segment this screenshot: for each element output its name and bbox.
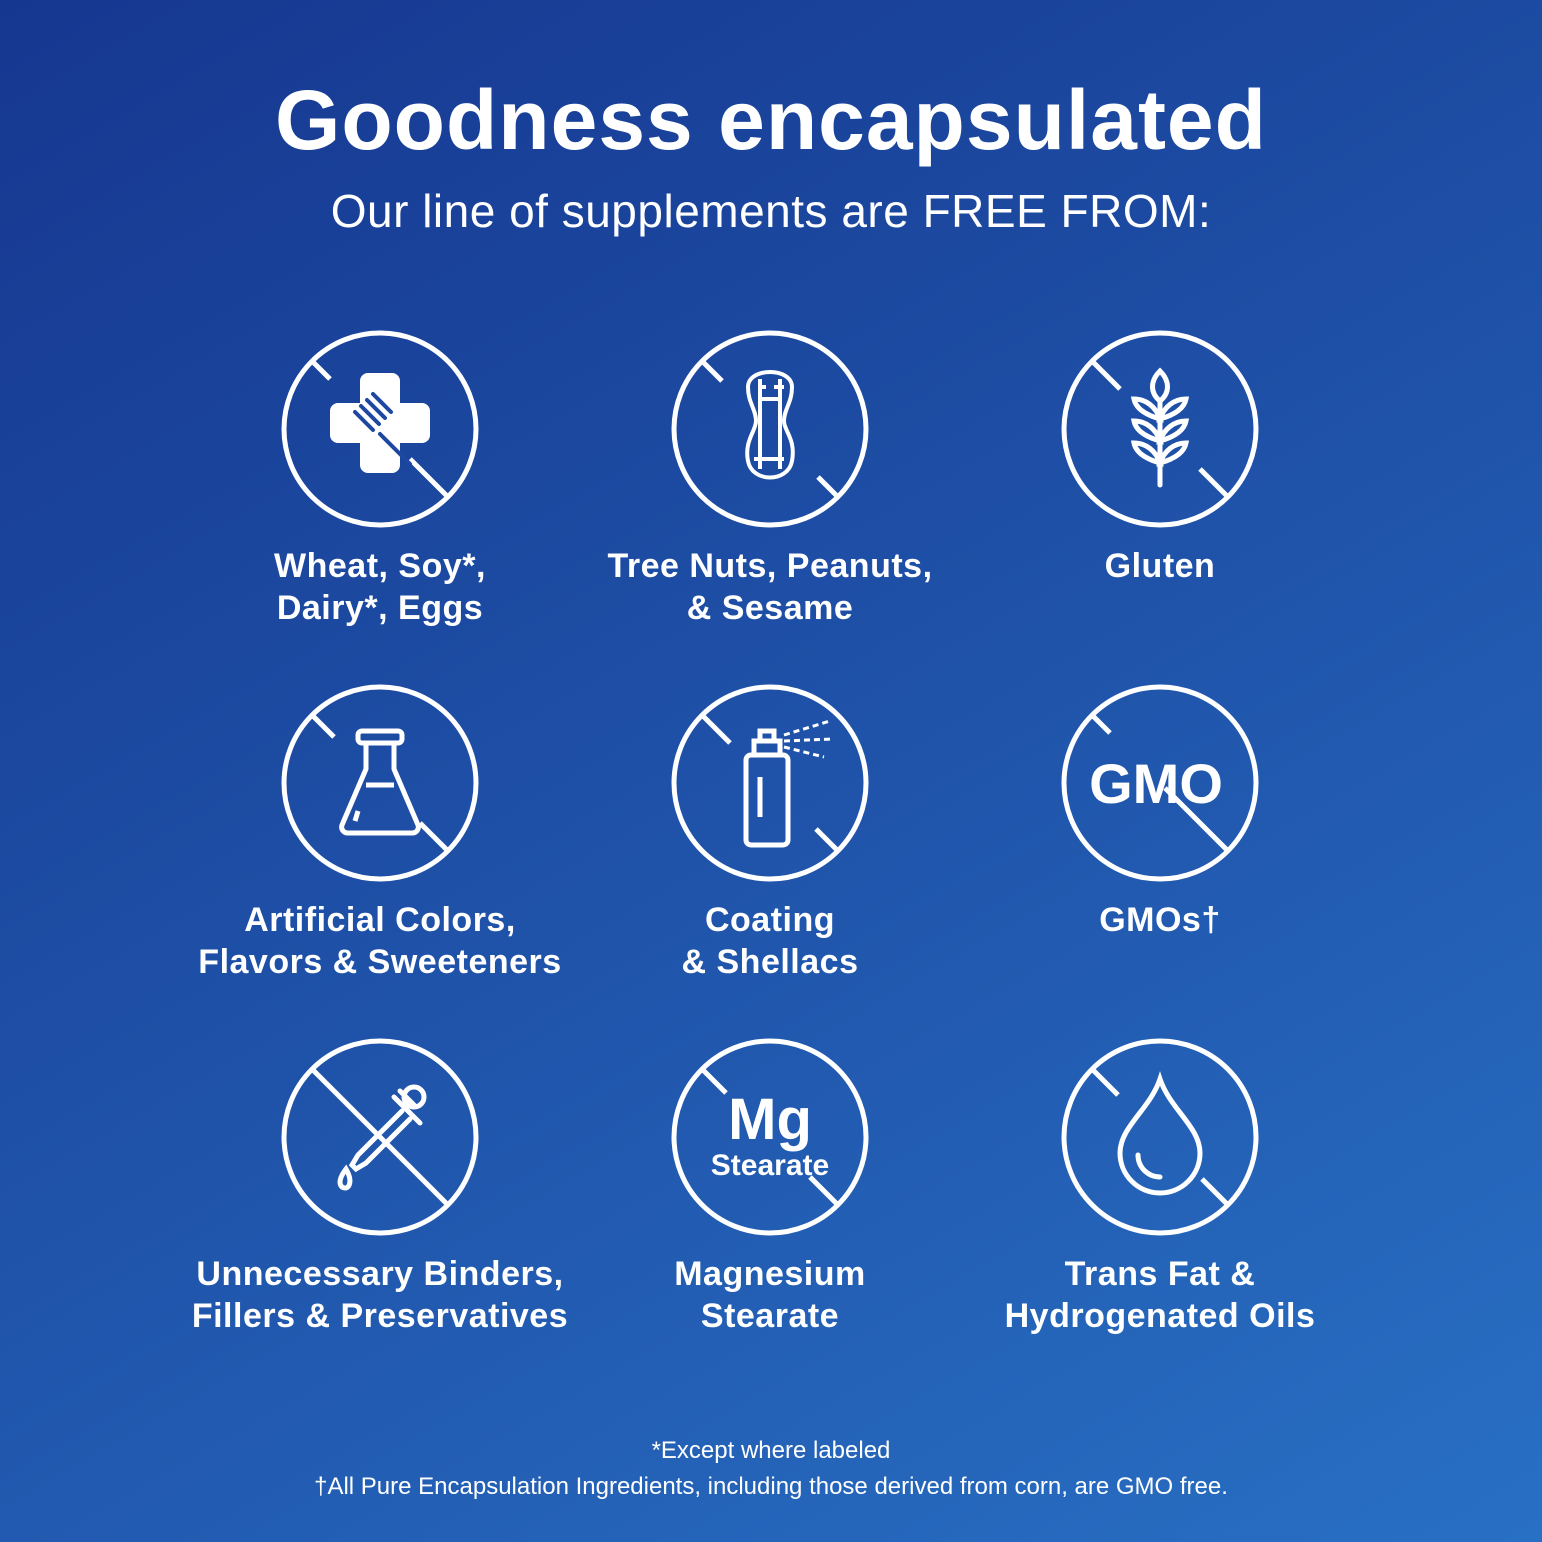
no-flask-icon xyxy=(281,684,479,882)
page-subtitle: Our line of supplements are FREE FROM: xyxy=(330,185,1212,237)
free-from-item: Trans Fat & Hydrogenated Oils xyxy=(950,1037,1370,1337)
no-allergen-fork-icon xyxy=(281,330,479,528)
no-peanut-icon xyxy=(671,330,869,528)
no-dropper-icon xyxy=(281,1038,479,1236)
item-label: Coating & Shellacs xyxy=(681,901,859,981)
free-from-item: Tree Nuts, Peanuts, & Sesame xyxy=(560,329,980,629)
free-from-item: GMO GMOs† xyxy=(950,683,1370,941)
item-label: Gluten xyxy=(1104,547,1216,585)
free-from-item: Artificial Colors, Flavors & Sweeteners xyxy=(170,683,590,983)
item-label: Artificial Colors, Flavors & Sweeteners xyxy=(198,901,562,981)
svg-text:GMO: GMO xyxy=(1089,752,1223,815)
item-label: Wheat, Soy*, Dairy*, Eggs xyxy=(274,547,486,627)
no-gmo-icon: GMO xyxy=(1061,684,1259,882)
free-from-item: Mg Stearate Magnesium Stearate xyxy=(560,1037,980,1337)
no-oil-drop-icon xyxy=(1061,1038,1259,1236)
free-from-item: Wheat, Soy*, Dairy*, Eggs xyxy=(170,329,590,629)
page-title: Goodness encapsulated xyxy=(275,73,1267,167)
item-label: Magnesium Stearate xyxy=(674,1255,866,1335)
free-from-item: Coating & Shellacs xyxy=(560,683,980,983)
free-from-item: Gluten xyxy=(950,329,1370,587)
footnote-asterisk: *Except where labeled xyxy=(651,1437,891,1464)
no-wheat-icon xyxy=(1061,330,1259,528)
no-spray-can-icon xyxy=(671,684,869,882)
free-from-item: Unnecessary Binders, Fillers & Preservat… xyxy=(170,1037,590,1337)
item-label: GMOs† xyxy=(1099,901,1221,939)
svg-text:Mg: Mg xyxy=(728,1087,812,1152)
item-label: Tree Nuts, Peanuts, & Sesame xyxy=(607,547,933,627)
item-label: Trans Fat & Hydrogenated Oils xyxy=(1004,1255,1316,1335)
footnote-dagger: †All Pure Encapsulation Ingredients, inc… xyxy=(314,1473,1228,1500)
svg-text:Stearate: Stearate xyxy=(711,1149,829,1182)
item-label: Unnecessary Binders, Fillers & Preservat… xyxy=(191,1255,569,1335)
